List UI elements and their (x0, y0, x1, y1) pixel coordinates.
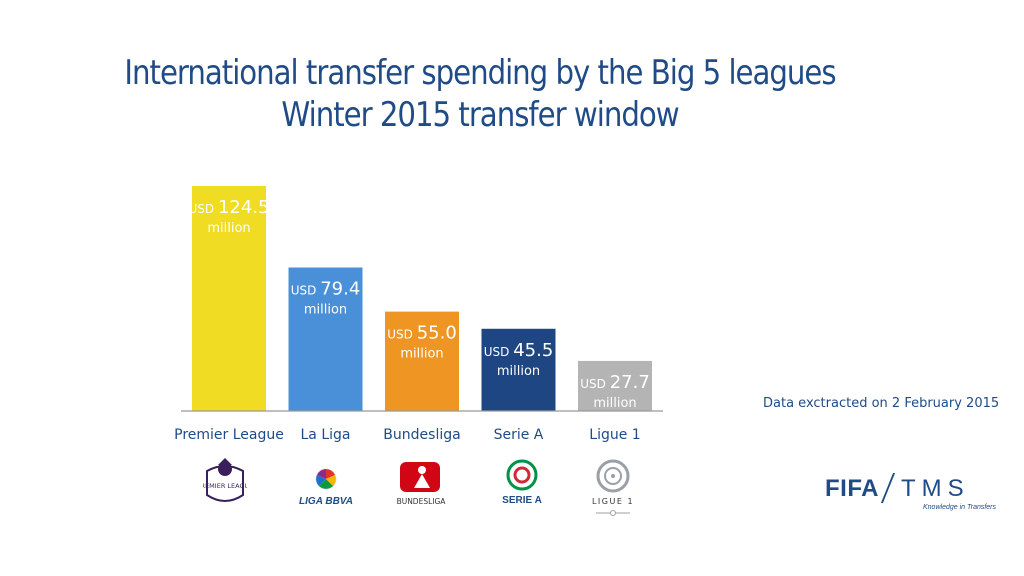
category-label: Ligue 1 (589, 427, 640, 443)
tms-logo-text: TMS (901, 475, 970, 502)
ligue-1-logo: LIGUE 1 (592, 459, 634, 516)
la-liga-logo-text: LIGA BBVA (299, 496, 353, 507)
bar-value-label: USD 27.7 (580, 372, 650, 393)
bar-unit-label: million (593, 396, 636, 411)
tms-tagline: Knowledge in Transfers (923, 504, 997, 511)
chart-title: International transfer spending by the B… (124, 53, 836, 93)
bar-unit-label: million (400, 347, 443, 362)
serie-a-logo: SERIE A (502, 459, 542, 506)
chart-title-block: International transfer spending by the B… (67, 52, 893, 136)
bar-value-label: USD 124.5 (189, 197, 270, 218)
fifa-tms-logo: FIFA TMS Knowledge in Transfers (825, 473, 996, 515)
bar-value-label: USD 79.4 (291, 279, 361, 300)
category-label: La Liga (301, 427, 351, 443)
logo-slash-divider (880, 473, 896, 503)
bundesliga-logo: BUNDESLIGA (397, 462, 447, 506)
ligue-1-logo-text: LIGUE 1 (592, 497, 634, 506)
data-extraction-note: Data exctracted on 2 February 2015 (763, 396, 1000, 411)
category-label: Serie A (494, 427, 544, 443)
bar-value-label: USD 45.5 (484, 340, 554, 361)
bar-value-label: USD 55.0 (387, 323, 457, 344)
bar-ligue-1 (578, 360, 652, 411)
labels-layer: USD 124.5 million Premier League USD 79.4 mi… (174, 197, 650, 443)
premier-league-logo: PREMIER LEAGUE (203, 458, 247, 502)
bars-layer (192, 186, 652, 411)
bar-premier-league (192, 186, 266, 411)
category-label: Premier League (174, 427, 284, 443)
serie-a-logo-text: SERIE A (502, 495, 542, 506)
bar-serie-a (481, 328, 556, 411)
fifa-logo-text: FIFA (825, 475, 879, 502)
bar-unit-label: million (497, 364, 540, 379)
premier-league-logo-text: PREMIER LEAGUE (203, 482, 247, 490)
bundesliga-logo-text: BUNDESLIGA (397, 497, 447, 506)
la-liga-logo: LIGA BBVA (299, 468, 353, 507)
bar-bundesliga (385, 311, 459, 411)
bar-la-liga (288, 267, 363, 411)
bar-unit-label: million (304, 303, 347, 318)
bar-unit-label: million (207, 221, 250, 236)
chart-subtitle: Winter 2015 transfer window (281, 95, 679, 135)
category-label: Bundesliga (383, 427, 460, 443)
